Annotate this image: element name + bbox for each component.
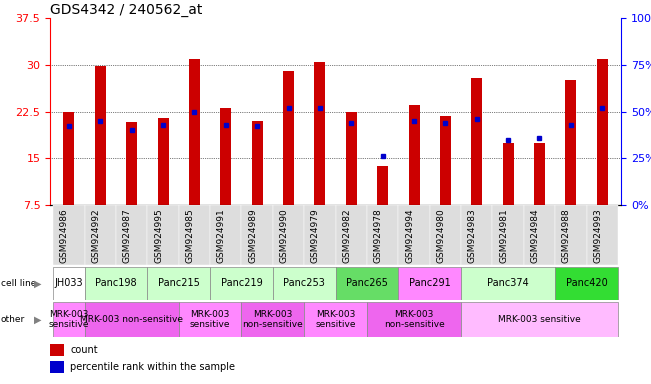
Bar	[336, 267, 398, 300]
Bar	[524, 205, 555, 265]
Text: Panc198: Panc198	[95, 278, 137, 288]
Bar	[242, 205, 273, 265]
Bar	[555, 205, 587, 265]
Text: GSM924991: GSM924991	[217, 208, 226, 263]
Text: MRK-003
sensitive: MRK-003 sensitive	[190, 310, 230, 329]
Bar	[53, 267, 85, 300]
Bar	[50, 361, 64, 373]
Bar	[314, 62, 326, 205]
Text: Panc219: Panc219	[221, 278, 262, 288]
Bar	[158, 118, 169, 205]
Bar	[565, 80, 576, 205]
Bar	[252, 121, 262, 205]
Text: GSM924988: GSM924988	[562, 208, 571, 263]
Bar	[461, 205, 492, 265]
Bar	[503, 143, 514, 205]
Bar	[273, 205, 304, 265]
Text: GSM924984: GSM924984	[531, 208, 540, 263]
Text: GDS4342 / 240562_at: GDS4342 / 240562_at	[50, 3, 202, 17]
Text: Panc215: Panc215	[158, 278, 200, 288]
Bar	[95, 66, 106, 205]
Bar	[471, 78, 482, 205]
Text: ▶: ▶	[33, 314, 41, 324]
Bar	[273, 267, 336, 300]
Text: GSM924983: GSM924983	[468, 208, 477, 263]
Bar	[555, 267, 618, 300]
Bar	[409, 105, 419, 205]
Text: GSM924987: GSM924987	[122, 208, 132, 263]
Text: GSM924982: GSM924982	[342, 208, 352, 263]
Text: GSM924986: GSM924986	[60, 208, 69, 263]
Text: MRK-003
non-sensitive: MRK-003 non-sensitive	[383, 310, 445, 329]
Text: Panc265: Panc265	[346, 278, 388, 288]
Text: Panc374: Panc374	[487, 278, 529, 288]
Bar	[126, 122, 137, 205]
Text: count: count	[70, 345, 98, 355]
Bar	[398, 205, 430, 265]
Bar	[189, 58, 200, 205]
Text: ▶: ▶	[33, 278, 41, 288]
Text: GSM924995: GSM924995	[154, 208, 163, 263]
Bar	[430, 205, 461, 265]
Text: other: other	[1, 315, 25, 324]
Text: GSM924994: GSM924994	[405, 208, 414, 263]
Text: GSM924979: GSM924979	[311, 208, 320, 263]
Text: cell line: cell line	[1, 279, 36, 288]
Text: MRK-003
sensitive: MRK-003 sensitive	[49, 310, 89, 329]
Text: GSM924980: GSM924980	[436, 208, 445, 263]
Text: JH033: JH033	[55, 278, 83, 288]
Bar	[587, 205, 618, 265]
Bar	[85, 302, 179, 337]
Bar	[336, 205, 367, 265]
Text: GSM924989: GSM924989	[248, 208, 257, 263]
Text: GSM924985: GSM924985	[186, 208, 195, 263]
Text: GSM924978: GSM924978	[374, 208, 383, 263]
Bar	[210, 267, 273, 300]
Bar	[367, 205, 398, 265]
Bar	[283, 71, 294, 205]
Text: MRK-003 sensitive: MRK-003 sensitive	[498, 315, 581, 324]
Bar	[534, 143, 545, 205]
Bar	[377, 166, 388, 205]
Bar	[179, 205, 210, 265]
Text: percentile rank within the sample: percentile rank within the sample	[70, 362, 235, 372]
Bar	[242, 302, 304, 337]
Text: Panc291: Panc291	[409, 278, 450, 288]
Text: Panc253: Panc253	[283, 278, 325, 288]
Bar	[147, 205, 179, 265]
Bar	[346, 111, 357, 205]
Text: GSM924990: GSM924990	[279, 208, 288, 263]
Bar	[116, 205, 147, 265]
Bar	[179, 302, 242, 337]
Bar	[50, 344, 64, 356]
Bar	[440, 116, 451, 205]
Text: Panc420: Panc420	[566, 278, 607, 288]
Bar	[53, 302, 85, 337]
Bar	[461, 267, 555, 300]
Bar	[597, 58, 608, 205]
Text: MRK-003
non-sensitive: MRK-003 non-sensitive	[242, 310, 303, 329]
Bar	[304, 205, 336, 265]
Text: MRK-003 non-sensitive: MRK-003 non-sensitive	[80, 315, 183, 324]
Bar	[220, 108, 231, 205]
Bar	[398, 267, 461, 300]
Bar	[147, 267, 210, 300]
Bar	[304, 302, 367, 337]
Bar	[53, 205, 85, 265]
Text: MRK-003
sensitive: MRK-003 sensitive	[315, 310, 356, 329]
Bar	[492, 205, 524, 265]
Text: GSM924993: GSM924993	[593, 208, 602, 263]
Bar	[63, 111, 74, 205]
Text: GSM924981: GSM924981	[499, 208, 508, 263]
Bar	[85, 267, 147, 300]
Bar	[85, 205, 116, 265]
Text: GSM924992: GSM924992	[91, 208, 100, 263]
Bar	[367, 302, 461, 337]
Bar	[210, 205, 242, 265]
Bar	[461, 302, 618, 337]
